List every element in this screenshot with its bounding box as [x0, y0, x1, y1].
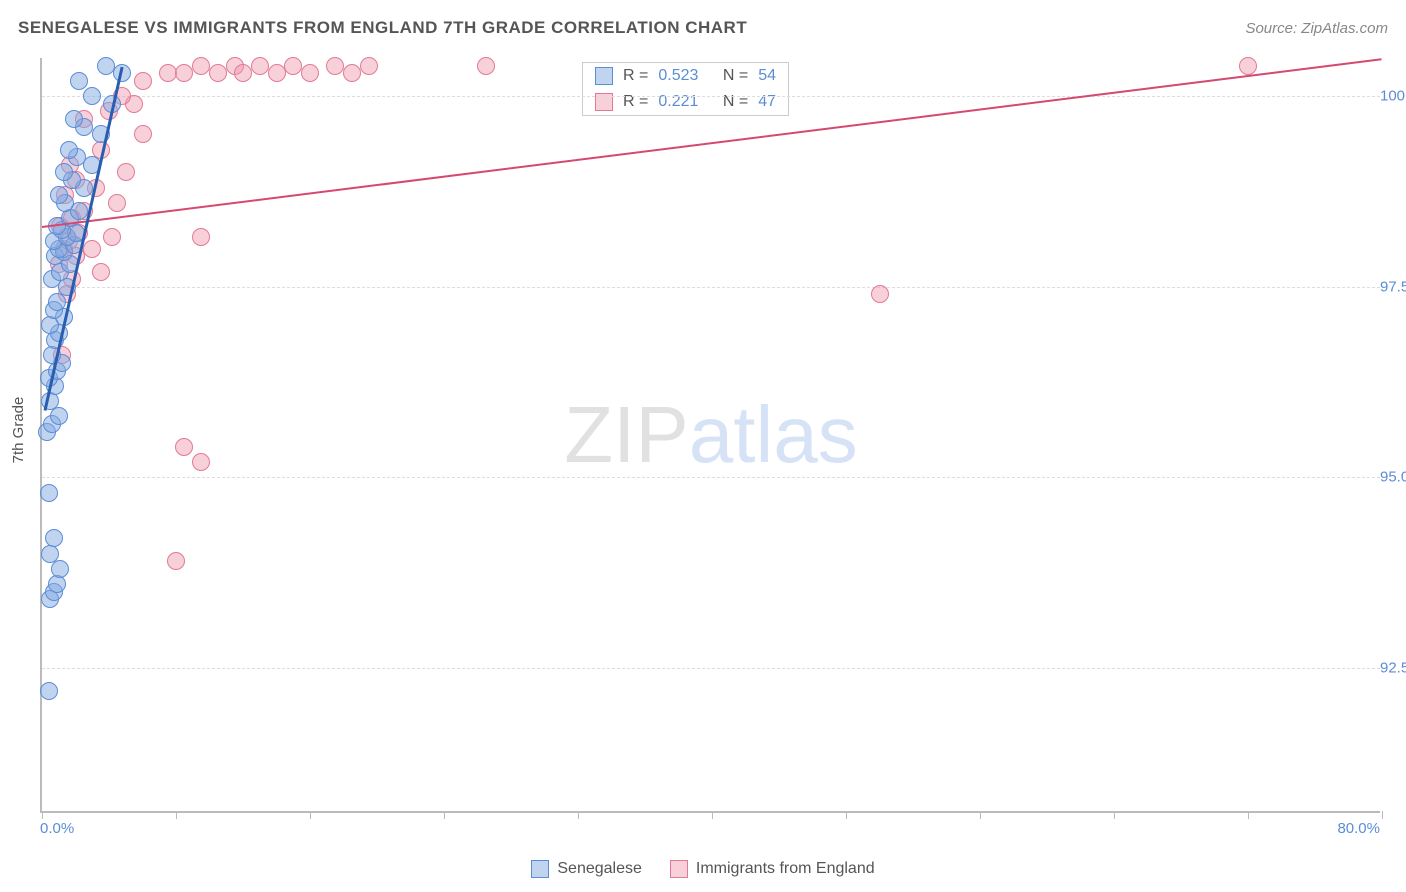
- gridline: [42, 477, 1380, 478]
- data-point: [159, 64, 177, 82]
- stats-row-england: R = 0.221 N = 47: [583, 89, 788, 115]
- label-R: R =: [623, 67, 648, 85]
- stats-row-senegalese: R = 0.523 N = 54: [583, 63, 788, 89]
- data-point: [1239, 57, 1257, 75]
- data-point: [83, 240, 101, 258]
- xtick: [1114, 811, 1115, 819]
- source-text: Source: ZipAtlas.com: [1245, 20, 1388, 37]
- plot-area: ZIPatlas R = 0.523 N = 54 R = 0.221 N = …: [40, 58, 1380, 813]
- data-point: [51, 560, 69, 578]
- data-point: [360, 57, 378, 75]
- data-point: [134, 125, 152, 143]
- data-point: [234, 64, 252, 82]
- data-point: [108, 194, 126, 212]
- xtick: [980, 811, 981, 819]
- stat-R-senegalese: 0.523: [658, 67, 698, 85]
- ytick-label: 100.0%: [1370, 88, 1406, 105]
- gridline: [42, 287, 1380, 288]
- ytick-label: 92.5%: [1370, 660, 1406, 677]
- data-point: [92, 263, 110, 281]
- data-point: [871, 285, 889, 303]
- data-point: [50, 407, 68, 425]
- xlabel: 0.0%: [40, 820, 74, 837]
- data-point: [175, 438, 193, 456]
- watermark: ZIPatlas: [564, 389, 857, 481]
- xtick: [846, 811, 847, 819]
- legend-item-england: Immigrants from England: [670, 860, 875, 878]
- bottom-legend: Senegalese Immigrants from England: [0, 860, 1406, 878]
- data-point: [60, 141, 78, 159]
- data-point: [45, 529, 63, 547]
- data-point: [48, 293, 66, 311]
- data-point: [40, 682, 58, 700]
- data-point: [284, 57, 302, 75]
- data-point: [97, 57, 115, 75]
- data-point: [48, 575, 66, 593]
- data-point: [55, 163, 73, 181]
- legend-item-senegalese: Senegalese: [531, 860, 642, 878]
- xtick: [444, 811, 445, 819]
- stats-box: R = 0.523 N = 54 R = 0.221 N = 47: [582, 62, 789, 116]
- watermark-atlas: atlas: [689, 390, 858, 479]
- stat-N-senegalese: 54: [758, 67, 776, 85]
- data-point: [326, 57, 344, 75]
- data-point: [209, 64, 227, 82]
- xtick: [712, 811, 713, 819]
- ytick-label: 97.5%: [1370, 278, 1406, 295]
- swatch-england-legend: [670, 860, 688, 878]
- legend-label-england: Immigrants from England: [696, 860, 875, 878]
- xtick: [578, 811, 579, 819]
- data-point: [70, 72, 88, 90]
- xtick: [176, 811, 177, 819]
- data-point: [343, 64, 361, 82]
- data-point: [65, 110, 83, 128]
- data-point: [192, 228, 210, 246]
- data-point: [301, 64, 319, 82]
- x-axis-labels: 0.0% 80.0%: [40, 820, 1380, 840]
- xtick: [1248, 811, 1249, 819]
- swatch-senegalese: [595, 67, 613, 85]
- xtick: [42, 811, 43, 819]
- data-point: [83, 87, 101, 105]
- data-point: [175, 64, 193, 82]
- data-point: [167, 552, 185, 570]
- data-point: [477, 57, 495, 75]
- data-point: [40, 484, 58, 502]
- swatch-senegalese-legend: [531, 860, 549, 878]
- data-point: [268, 64, 286, 82]
- watermark-zip: ZIP: [564, 390, 688, 479]
- ytick-label: 95.0%: [1370, 469, 1406, 486]
- data-point: [41, 545, 59, 563]
- data-point: [117, 163, 135, 181]
- data-point: [251, 57, 269, 75]
- data-point: [192, 453, 210, 471]
- data-point: [192, 57, 210, 75]
- data-point: [103, 228, 121, 246]
- data-point: [134, 72, 152, 90]
- label-N: N =: [723, 67, 748, 85]
- y-axis-title: 7th Grade: [10, 397, 27, 464]
- gridline: [42, 668, 1380, 669]
- xlabel: 80.0%: [1337, 820, 1380, 837]
- xtick: [310, 811, 311, 819]
- xtick: [1382, 811, 1383, 819]
- data-point: [50, 186, 68, 204]
- chart-title: SENEGALESE VS IMMIGRANTS FROM ENGLAND 7T…: [18, 18, 747, 38]
- gridline: [42, 96, 1380, 97]
- legend-label-senegalese: Senegalese: [557, 860, 642, 878]
